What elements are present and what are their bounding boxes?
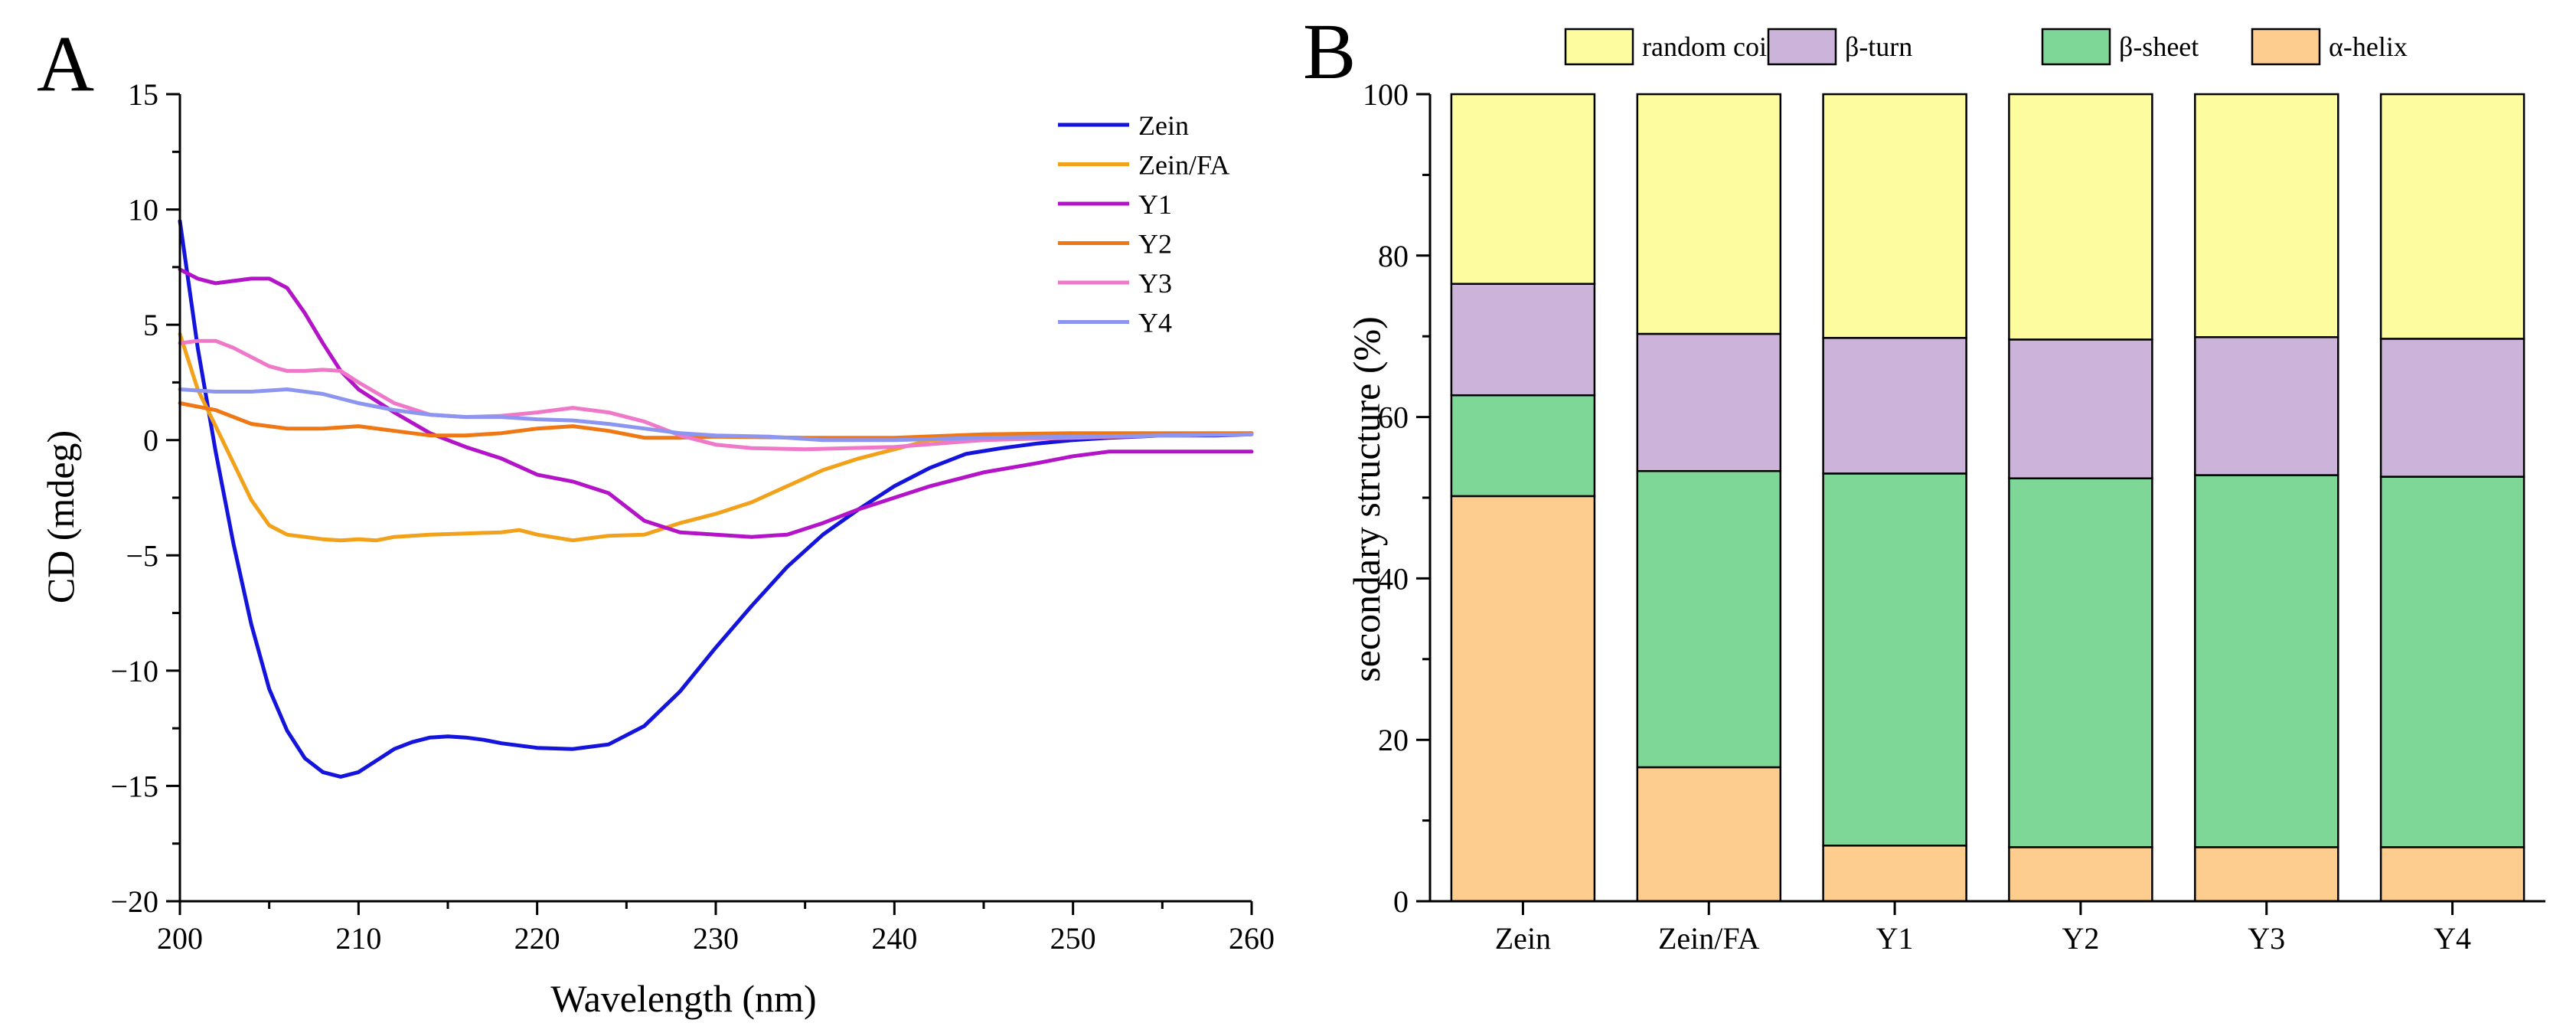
series-line-y2 <box>178 401 1254 440</box>
y-tick-label: 60 <box>1378 400 1409 435</box>
axes: −20 −15 −10 −5 0 5 10 15 200 210 220 230 240 250 260 <box>110 77 1275 956</box>
panel-b-letter: B <box>1303 8 1356 96</box>
bar-segment-sheet-y2 <box>2008 477 2153 848</box>
legend: Zein Zein/FA Y1 Y2 Y3 Y4 <box>1058 110 1229 338</box>
bar-segment-random-coils-zein-fa <box>1636 93 1782 335</box>
y-tick-label: 40 <box>1378 561 1409 596</box>
x-tick-label: Y4 <box>2434 921 2471 956</box>
y-tick-label: 100 <box>1363 77 1409 112</box>
panel-b-secondary-structure: B secondary structure (%) Zein Zein/FA Y1 Y… <box>1303 8 2545 956</box>
series-line-y4 <box>178 387 1254 443</box>
series-line-zein <box>178 219 1254 779</box>
bar-segment-helix-zein <box>1450 495 1596 903</box>
x-tick-label: Zein <box>1495 921 1551 956</box>
legend-label-helix: α-helix <box>2329 31 2408 62</box>
y-tick-label: −10 <box>110 654 158 688</box>
y-tick-label: 0 <box>143 423 158 458</box>
x-tick-label: Y2 <box>2062 921 2099 956</box>
legend-label-y1: Y1 <box>1138 189 1172 220</box>
y-tick-label: −5 <box>126 538 158 573</box>
line-series-group <box>178 219 1254 779</box>
legend-label-sheet: β-sheet <box>2119 31 2199 62</box>
x-tick-label: 240 <box>871 921 917 956</box>
y-tick-label: 10 <box>128 193 158 227</box>
legend-label-random-coils: random coils <box>1642 31 1785 62</box>
bar-segment-helix-zein-fa <box>1636 766 1782 903</box>
bar-segment-turn-y1 <box>1822 337 1967 475</box>
y-tick-label: 5 <box>143 308 158 342</box>
stacked-bars-group <box>1450 93 2525 903</box>
x-tick-label: 230 <box>693 921 739 956</box>
legend-label-zein: Zein <box>1138 110 1189 141</box>
legend-swatch-sheet <box>2041 28 2111 66</box>
bar-segment-turn-y2 <box>2008 338 2153 479</box>
legend-label-y3: Y3 <box>1138 268 1172 299</box>
y-axis-title: secondary structure (%) <box>1345 316 1388 682</box>
bar-segment-turn-y3 <box>2194 336 2339 476</box>
bar-segment-random-coils-y1 <box>1822 93 1967 339</box>
y-axis-title: CD (mdeg) <box>39 430 82 603</box>
x-tick-label: Y3 <box>2248 921 2285 956</box>
legend-label-y2: Y2 <box>1138 229 1172 260</box>
x-tick-label: Y1 <box>1876 921 1914 956</box>
y-tick-label: 80 <box>1378 239 1409 273</box>
bar-segment-sheet-zein <box>1450 394 1596 498</box>
legend: random coils β-turn β-sheet α-helix <box>1564 28 2408 66</box>
bar-segment-turn-y4 <box>2379 338 2525 478</box>
bar-segment-random-coils-zein <box>1450 93 1596 285</box>
bar-segment-helix-y1 <box>1822 845 1967 903</box>
legend-swatch-turn <box>1767 28 1837 66</box>
bar-segment-helix-y2 <box>2008 846 2153 903</box>
y-tick-label: −20 <box>110 884 158 919</box>
x-tick-label: 210 <box>335 921 381 956</box>
x-axis-title: Wavelength (nm) <box>550 977 816 1020</box>
panel-a-letter: A <box>37 20 94 108</box>
x-tick-label: 260 <box>1229 921 1275 956</box>
x-tick-label: 250 <box>1050 921 1096 956</box>
bar-segment-sheet-y3 <box>2194 474 2339 848</box>
bar-segment-sheet-zein-fa <box>1636 469 1782 769</box>
x-tick-label: 220 <box>514 921 560 956</box>
legend-label-y4: Y4 <box>1138 308 1172 338</box>
bar-segment-random-coils-y2 <box>2008 93 2153 341</box>
axes: Zein Zein/FA Y1 Y2 Y3 Y4 0 20 40 60 80 100 <box>1363 77 2545 956</box>
legend-label-turn: β-turn <box>1845 31 1912 62</box>
bar-segment-sheet-y4 <box>2379 476 2525 848</box>
y-tick-label: 0 <box>1393 884 1409 919</box>
x-tick-label: 200 <box>157 921 203 956</box>
bar-segment-helix-y4 <box>2379 846 2525 903</box>
bar-segment-helix-y3 <box>2194 846 2339 903</box>
series-line-y1 <box>178 267 1254 539</box>
panel-a-cd-spectra: A CD (mdeg) Wavelength (nm) −20 −15 −10 −5 0… <box>37 20 1275 1020</box>
bar-segment-turn-zein <box>1450 283 1596 397</box>
x-tick-label: Zein/FA <box>1658 921 1760 956</box>
bar-segment-random-coils-y3 <box>2194 93 2339 338</box>
bar-segment-turn-zein-fa <box>1636 332 1782 472</box>
bar-segment-random-coils-y4 <box>2379 93 2525 340</box>
y-tick-label: −15 <box>110 769 158 803</box>
series-line-zein-fa <box>178 332 1254 543</box>
y-tick-label: 15 <box>128 77 158 112</box>
legend-swatch-helix <box>2251 28 2321 66</box>
y-tick-label: 20 <box>1378 723 1409 757</box>
legend-label-zein-fa: Zein/FA <box>1138 150 1229 181</box>
bar-segment-sheet-y1 <box>1822 472 1967 847</box>
legend-swatch-random-coils <box>1564 28 1634 66</box>
